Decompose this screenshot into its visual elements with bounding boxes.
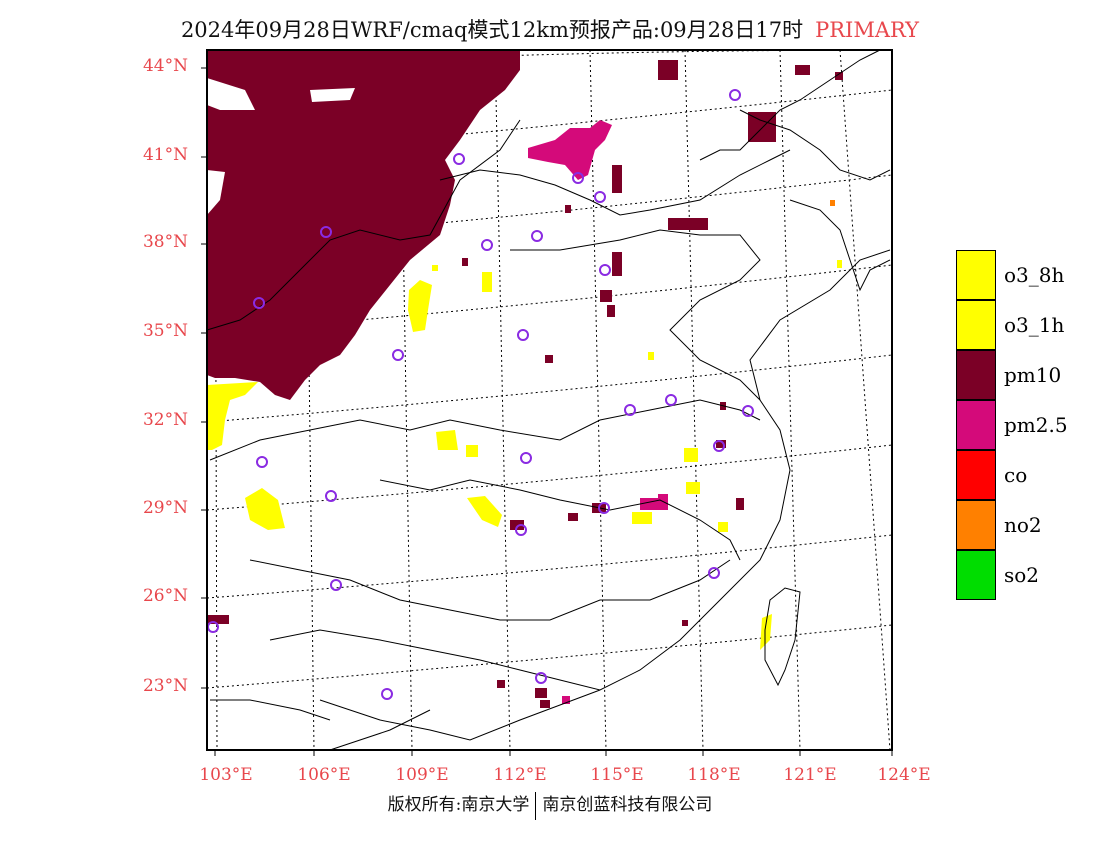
station-marker xyxy=(253,297,265,309)
lat-label-38: 38°N xyxy=(142,232,188,252)
lon-label-118: 118°E xyxy=(687,765,741,785)
no2-area xyxy=(830,200,835,206)
legend-item-pm25: pm2.5 xyxy=(956,400,1068,450)
station-marker xyxy=(531,230,543,242)
o3-areas xyxy=(207,260,842,650)
legend-item-pm10: pm10 xyxy=(956,350,1068,400)
station-marker xyxy=(572,172,584,184)
station-marker xyxy=(535,672,547,684)
map-title: 2024年09月28日WRF/cmaq模式12km预报产品:09月28日17时 P… xyxy=(0,14,1100,44)
title-tag: PRIMARY xyxy=(815,18,920,42)
lon-label-112: 112°E xyxy=(493,765,547,785)
axis-ticks xyxy=(201,67,893,756)
map-frame xyxy=(206,49,893,751)
lat-label-41: 41°N xyxy=(142,145,188,165)
station-marker xyxy=(325,490,337,502)
station-marker xyxy=(665,394,677,406)
legend-label: co xyxy=(1004,463,1028,487)
lat-label-26: 26°N xyxy=(142,586,188,606)
legend-swatch xyxy=(956,550,996,600)
station-marker xyxy=(742,405,754,417)
pm10-gaps xyxy=(207,78,355,215)
title-main: 2024年09月28日WRF/cmaq模式12km预报产品:09月28日17时 xyxy=(180,18,804,42)
legend-swatch xyxy=(956,400,996,450)
legend-label: o3_8h xyxy=(1004,263,1065,287)
legend-label: so2 xyxy=(1004,563,1040,587)
legend-swatch xyxy=(956,500,996,550)
copyright: 版权所有:南京大学 南京创蓝科技有限公司 xyxy=(0,790,1100,820)
graticule xyxy=(206,49,893,751)
stations xyxy=(207,89,754,700)
station-marker xyxy=(708,567,720,579)
legend-label: o3_1h xyxy=(1004,313,1065,337)
lat-label-29: 29°N xyxy=(142,498,188,518)
legend-item-o3-1h: o3_1h xyxy=(956,300,1068,350)
legend-item-co: co xyxy=(956,450,1068,500)
legend-item-no2: no2 xyxy=(956,500,1068,550)
station-marker xyxy=(392,349,404,361)
station-marker xyxy=(517,329,529,341)
legend-swatch xyxy=(956,250,996,300)
legend-swatch xyxy=(956,450,996,500)
lon-label-109: 109°E xyxy=(395,765,449,785)
legend-swatch xyxy=(956,300,996,350)
station-marker xyxy=(520,452,532,464)
lon-label-115: 115°E xyxy=(590,765,644,785)
pm10-areas xyxy=(207,50,843,708)
station-marker xyxy=(594,191,606,203)
copyright-divider xyxy=(535,791,537,820)
lat-label-44: 44°N xyxy=(142,56,188,76)
station-marker xyxy=(624,404,636,416)
lon-label-106: 106°E xyxy=(297,765,351,785)
legend: o3_8h o3_1h pm10 pm2.5 co no2 so2 xyxy=(956,250,1068,600)
pm25-areas xyxy=(528,120,668,704)
station-marker xyxy=(713,440,725,452)
station-marker xyxy=(481,239,493,251)
lon-label-121: 121°E xyxy=(783,765,837,785)
station-marker xyxy=(320,226,332,238)
legend-label: pm10 xyxy=(1004,363,1062,387)
station-marker xyxy=(599,264,611,276)
lon-label-124: 124°E xyxy=(877,765,931,785)
legend-label: no2 xyxy=(1004,513,1042,537)
legend-label: pm2.5 xyxy=(1004,413,1068,437)
lat-label-23: 23°N xyxy=(142,676,188,696)
station-marker xyxy=(330,579,342,591)
station-marker xyxy=(729,89,741,101)
lat-label-32: 32°N xyxy=(142,410,188,430)
station-marker xyxy=(598,502,610,514)
copyright-left: 版权所有:南京大学 xyxy=(387,795,530,815)
legend-item-so2: so2 xyxy=(956,550,1068,600)
lat-label-35: 35°N xyxy=(142,321,188,341)
copyright-right: 南京创蓝科技有限公司 xyxy=(542,795,713,815)
legend-swatch xyxy=(956,350,996,400)
legend-item-o3-8h: o3_8h xyxy=(956,250,1068,300)
station-marker xyxy=(515,524,527,536)
station-marker xyxy=(453,153,465,165)
lon-label-103: 103°E xyxy=(199,765,253,785)
boundaries xyxy=(206,49,891,751)
station-marker xyxy=(381,688,393,700)
station-marker xyxy=(256,456,268,468)
